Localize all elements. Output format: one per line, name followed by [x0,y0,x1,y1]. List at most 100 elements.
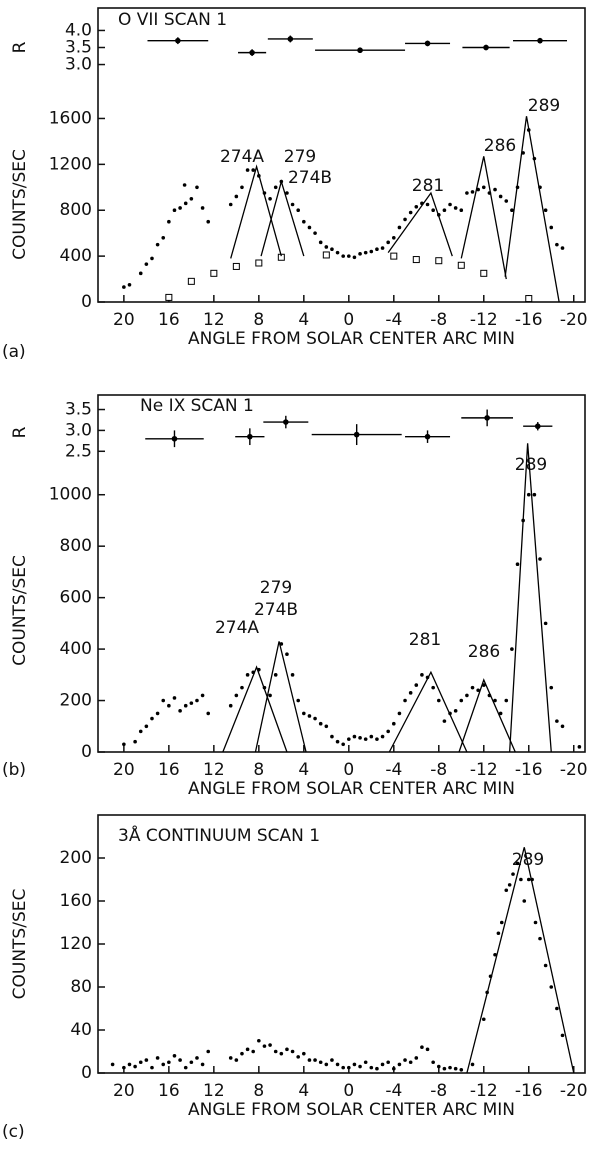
data-point [200,693,205,698]
data-point [391,235,396,240]
data-point [161,1062,166,1067]
data-point [380,1062,385,1067]
y-tick-label: 160 [60,891,92,911]
chart-title: 3Å CONTINUUM SCAN 1 [118,824,320,846]
annotation: 281 [412,176,444,196]
annotation: 274B [254,600,298,620]
y-tick-label: 3.0 [65,420,92,440]
data-point [324,1062,329,1067]
chart-title: O VII SCAN 1 [118,10,227,30]
square-point [435,257,443,265]
fit-line [388,670,468,753]
x-axis-label: ANGLE FROM SOLAR CENTER ARC MIN [188,329,515,349]
data-point [436,698,441,703]
panel-frame [97,394,586,753]
x-axis-label: ANGLE FROM SOLAR CENTER ARC MIN [188,779,515,799]
y-tick-label: 1000 [49,485,92,505]
data-point [511,872,515,876]
data-point [507,883,512,887]
fit-line [230,164,282,259]
x-tick-label: 0 [343,760,354,780]
x-tick-label: -8 [430,310,447,330]
data-point [178,709,182,713]
data-point [167,703,171,708]
data-point [504,888,509,893]
x-tick-label: -12 [470,1081,498,1101]
data-point [543,208,548,213]
data-point [352,255,357,260]
data-point [560,246,565,250]
data-point [302,219,306,224]
data-point [290,202,295,207]
data-point [171,435,178,442]
data-point [155,242,160,247]
data-point [555,719,559,723]
data-point [234,693,239,698]
data-point [353,431,360,438]
data-point [268,1043,272,1047]
data-point [155,1056,160,1060]
y-tick-label: 0 [81,292,92,312]
square-point [255,259,263,267]
square-point [480,269,488,277]
data-point [273,673,278,677]
data-point [549,685,554,690]
data-point [175,37,181,44]
data-point [442,208,447,213]
data-point [189,196,194,201]
data-point [287,36,294,42]
y-tick-label: 3.5 [65,400,92,420]
x-tick-label: 8 [253,760,264,780]
data-point [448,1065,452,1070]
data-point [481,1017,486,1022]
data-point [465,693,469,698]
x-tick-label: 8 [253,1081,264,1101]
x-tick-label: -20 [560,1081,588,1101]
data-point [476,688,480,693]
data-point [144,724,149,729]
data-point [420,1045,424,1049]
annotation: 286 [468,642,500,662]
data-point [403,1058,407,1062]
y-tick-label: 400 [60,246,92,266]
data-point [161,698,166,703]
data-point [313,231,317,235]
data-point [431,1060,435,1065]
data-point [335,250,340,255]
data-point [245,673,250,677]
data-point [167,1060,171,1065]
data-point [172,696,177,700]
data-point [206,1049,211,1054]
data-point [555,242,559,247]
data-point [442,719,447,723]
annotation: 281 [409,630,441,650]
data-point [245,168,250,172]
x-tick-label: 12 [203,310,225,330]
fit-line [222,665,288,753]
data-point [515,861,520,866]
square-point [232,262,240,270]
data-point [324,245,329,249]
x-tick-label: 8 [253,310,264,330]
data-point [515,562,520,566]
data-point [318,721,323,726]
y-tick-label: 800 [60,200,92,220]
data-point [363,1060,368,1065]
x-tick-label: -8 [430,1081,447,1101]
data-point [357,47,363,54]
data-point [465,191,469,195]
data-point [538,557,542,561]
data-point [493,187,497,192]
fit-line [504,116,560,303]
y-axis-label: R [10,426,30,438]
data-point [189,1060,194,1065]
x-tick-label: 20 [113,310,135,330]
data-point [414,683,419,687]
x-tick-label: -20 [560,310,588,330]
annotation: 289 [515,455,547,475]
data-point [279,1051,284,1056]
data-point [296,1055,300,1059]
data-point [537,37,543,44]
data-point [183,703,188,708]
data-point [448,202,452,207]
